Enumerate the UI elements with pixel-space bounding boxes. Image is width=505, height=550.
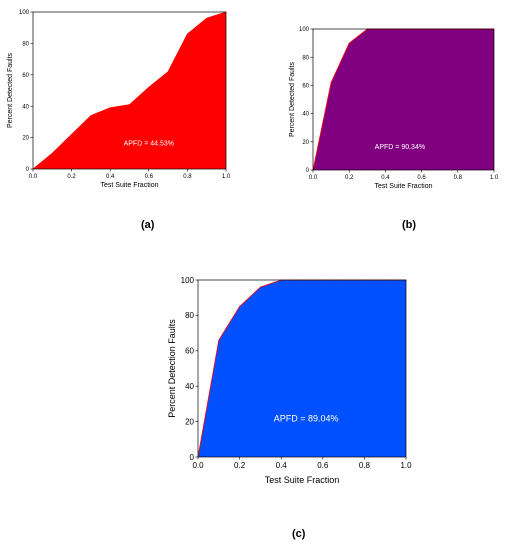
y-tick-label-c-0: 0 — [190, 453, 195, 462]
data-point-c-2 — [239, 306, 241, 307]
y-tick-label-a-0: 0 — [26, 167, 30, 173]
y-tick-label-c-3: 60 — [185, 347, 194, 356]
y-tick-label-a-3: 60 — [22, 73, 29, 79]
area-fill-a — [33, 12, 226, 169]
x-tick-label-c-2: 0.4 — [276, 461, 288, 470]
x-tick-label-b-5: 1.0 — [490, 175, 499, 181]
chart-c: 0.0 0.2 0.4 0.6 0.8 1.0 0 20 40 60 80 100 Test Suite… — [167, 276, 412, 485]
data-point-b-2 — [348, 42, 350, 44]
y-tick-label-a-4: 80 — [22, 42, 29, 48]
plot-frame-c — [197, 279, 407, 458]
y-axis-label-b: Percent Detected Faults — [289, 61, 296, 137]
apfd-annotation-b: APFD = 90.34% — [375, 144, 425, 151]
y-tick-label-c-2: 40 — [185, 382, 194, 391]
data-point-a-7 — [167, 71, 169, 73]
x-axis-label-b: Test Suite Fraction — [375, 183, 433, 190]
y-axis-label-a: Percent Detected Faults — [7, 52, 14, 128]
x-axis-label-c: Test Suite Fraction — [265, 475, 340, 485]
apfd-annotation-c: APFD = 89.04% — [274, 414, 339, 424]
y-tick-label-b-4: 80 — [302, 55, 309, 61]
x-tick-label-a-1: 0.2 — [67, 174, 76, 180]
plot-frame-b — [312, 28, 495, 171]
y-tick-label-b-3: 60 — [302, 84, 309, 90]
data-point-a-5 — [129, 104, 130, 106]
y-tick-label-a-5: 100 — [19, 10, 30, 16]
x-tick-label-c-0: 0.0 — [192, 461, 204, 470]
data-point-a-8 — [187, 33, 188, 35]
y-tick-label-a-1: 20 — [22, 136, 29, 142]
x-tick-label-a-0: 0.0 — [29, 174, 38, 180]
y-tick-label-b-2: 40 — [302, 112, 309, 118]
data-point-a-9 — [206, 17, 208, 19]
data-point-a-6 — [148, 86, 150, 88]
x-tick-label-c-5: 1.0 — [400, 461, 412, 470]
data-point-a-3 — [90, 115, 92, 117]
plot-frame-a — [32, 11, 227, 170]
caption-b: (b) — [402, 219, 417, 231]
data-point-c-3 — [260, 286, 261, 288]
x-tick-label-a-3: 0.6 — [145, 174, 154, 180]
x-tick-label-c-4: 0.8 — [359, 461, 371, 470]
y-tick-label-c-4: 80 — [185, 311, 194, 320]
x-tick-label-a-2: 0.4 — [106, 174, 115, 180]
data-point-a-4 — [109, 107, 111, 109]
data-point-a-2 — [71, 134, 72, 135]
x-tick-label-c-3: 0.6 — [317, 461, 329, 470]
area-fill-b — [313, 29, 494, 170]
y-tick-label-b-5: 100 — [299, 27, 310, 33]
x-tick-label-b-0: 0.0 — [309, 175, 318, 181]
x-tick-label-a-4: 0.8 — [183, 174, 192, 180]
y-tick-label-b-1: 20 — [302, 140, 309, 146]
area-fill-c — [198, 280, 406, 457]
data-point-a-1 — [51, 152, 53, 154]
y-tick-label-c-1: 20 — [185, 417, 194, 426]
y-tick-label-b-0: 0 — [306, 168, 310, 174]
caption-a: (a) — [141, 219, 155, 231]
x-tick-label-b-4: 0.8 — [454, 175, 463, 181]
caption-c: (c) — [292, 528, 306, 540]
y-axis-label-c: Percent Detection Faults — [167, 319, 177, 418]
chart-b: 0.0 0.2 0.4 0.6 0.8 1.0 0 20 40 60 80 100 Test Suite… — [289, 27, 499, 190]
chart-a: 0.0 0.2 0.4 0.6 0.8 1.0 0 20 40 60 80 100 Test Suite… — [7, 10, 231, 189]
data-point-c-1 — [218, 339, 220, 341]
y-tick-label-a-2: 40 — [22, 104, 29, 110]
apfd-annotation-a: APFD = 44.53% — [124, 140, 174, 147]
data-point-b-1 — [330, 82, 332, 83]
x-tick-label-b-1: 0.2 — [345, 175, 354, 181]
x-tick-label-b-2: 0.4 — [381, 175, 390, 181]
x-tick-label-b-3: 0.6 — [417, 175, 426, 181]
x-tick-label-a-5: 1.0 — [222, 174, 231, 180]
y-tick-label-c-5: 100 — [181, 276, 195, 285]
x-axis-label-a: Test Suite Fraction — [101, 182, 159, 189]
x-tick-label-c-1: 0.2 — [234, 461, 246, 470]
